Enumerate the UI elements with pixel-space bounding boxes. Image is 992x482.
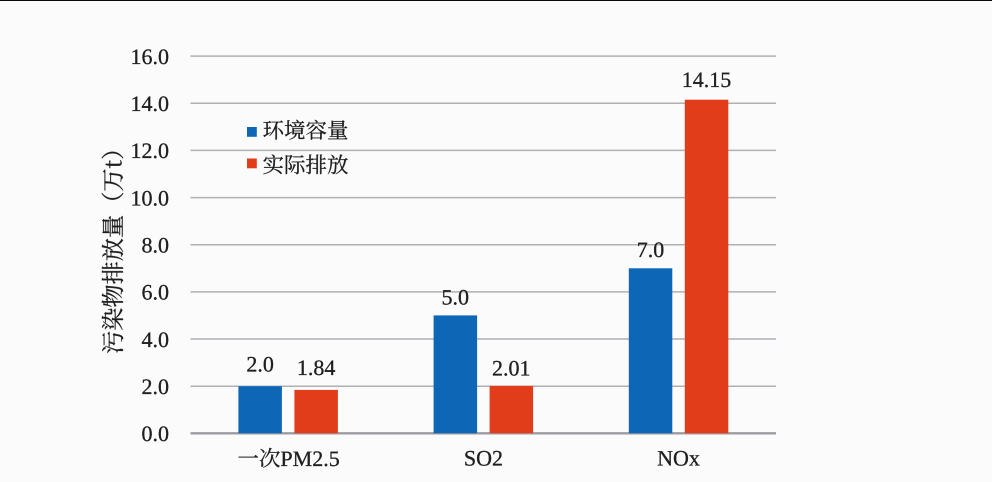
svg-text:14.15: 14.15	[682, 67, 732, 92]
svg-text:12.0: 12.0	[131, 138, 170, 163]
svg-text:2.0: 2.0	[246, 352, 274, 377]
svg-text:2.0: 2.0	[142, 374, 170, 399]
svg-text:6.0: 6.0	[142, 280, 170, 305]
svg-text:SO2: SO2	[464, 446, 503, 471]
svg-text:16.0: 16.0	[131, 44, 170, 69]
svg-text:1.84: 1.84	[297, 355, 336, 380]
svg-text:4.0: 4.0	[142, 327, 170, 352]
svg-text:0.0: 0.0	[142, 421, 170, 446]
svg-text:5.0: 5.0	[442, 285, 470, 310]
svg-text:2.01: 2.01	[492, 356, 531, 381]
svg-text:7.0: 7.0	[637, 237, 665, 262]
svg-text:8.0: 8.0	[142, 233, 170, 258]
svg-text:10.0: 10.0	[131, 185, 170, 210]
svg-text:NOx: NOx	[657, 446, 700, 471]
svg-text:14.0: 14.0	[131, 91, 170, 116]
svg-text:PM2.5: PM2.5	[280, 446, 339, 471]
